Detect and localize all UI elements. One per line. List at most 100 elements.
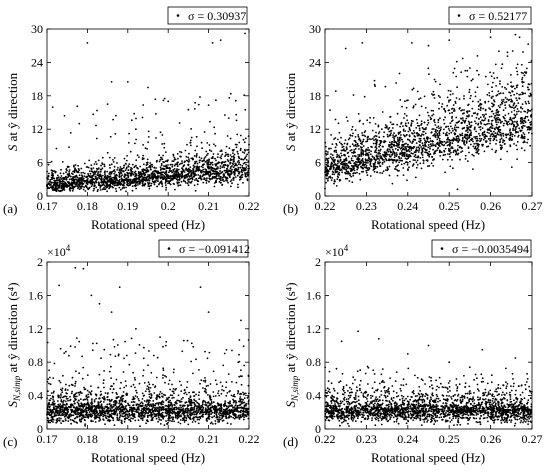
scatter-point-a bbox=[116, 162, 118, 164]
scatter-point-b bbox=[444, 109, 447, 112]
scatter-point-b bbox=[362, 153, 365, 156]
scatter-point-b bbox=[356, 168, 359, 171]
scatter-point-b bbox=[394, 154, 396, 157]
scatter-point-a bbox=[148, 187, 151, 190]
scatter-point-a bbox=[109, 164, 111, 166]
scatter-point-b bbox=[474, 112, 477, 114]
scatter-point-b bbox=[375, 138, 377, 140]
scatter-point-b bbox=[364, 161, 367, 164]
scatter-point-a bbox=[163, 172, 166, 175]
scatter-point-b bbox=[334, 118, 337, 121]
scatter-point-b bbox=[434, 150, 437, 153]
scatter-point-b bbox=[366, 169, 369, 172]
scatter-point-a bbox=[227, 173, 230, 176]
scatter-point-a bbox=[142, 173, 145, 176]
scatter-point-b bbox=[515, 128, 517, 130]
scatter-point-b bbox=[466, 133, 469, 136]
scatter-point-b bbox=[457, 136, 460, 138]
scatter-point-c bbox=[125, 384, 128, 387]
scatter-point-a bbox=[214, 163, 217, 166]
scatter-point-a bbox=[163, 142, 166, 145]
scatter-point-b bbox=[399, 153, 401, 156]
scatter-point-a bbox=[122, 187, 124, 189]
scatter-point-b bbox=[414, 154, 417, 156]
scatter-point-b bbox=[373, 79, 376, 82]
scatter-point-b bbox=[483, 136, 486, 138]
scatter-point-b bbox=[427, 146, 430, 149]
scatter-point-b bbox=[398, 138, 401, 141]
scatter-outlier-b-0 bbox=[344, 47, 347, 50]
scatter-point-b bbox=[451, 119, 454, 122]
scatter-point-b bbox=[490, 75, 493, 78]
scatter-point-a bbox=[154, 175, 157, 178]
scatter-point-b bbox=[325, 177, 328, 180]
scatter-point-b bbox=[376, 155, 378, 158]
scatter-point-a bbox=[176, 182, 179, 185]
scatter-point-b bbox=[526, 141, 529, 144]
scatter-point-a bbox=[76, 181, 79, 184]
scatter-point-a bbox=[237, 168, 240, 171]
scatter-point-a bbox=[135, 117, 137, 120]
scatter-point-b bbox=[361, 132, 363, 134]
scatter-point-b bbox=[437, 119, 440, 122]
scatter-point-b bbox=[470, 94, 472, 97]
scatter-point-b bbox=[375, 135, 378, 138]
scatter-outlier-b-11 bbox=[456, 188, 459, 191]
scatter-point-b bbox=[493, 99, 495, 102]
scatter-point-b bbox=[333, 138, 335, 141]
scatter-point-b bbox=[369, 162, 372, 165]
scatter-point-b bbox=[512, 104, 515, 107]
scatter-point-a bbox=[130, 170, 133, 172]
scatter-point-b bbox=[459, 107, 461, 109]
scatter-point-b bbox=[338, 161, 340, 163]
scatter-point-a bbox=[94, 173, 96, 176]
scatter-point-a bbox=[140, 179, 143, 182]
scatter-point-a bbox=[89, 172, 92, 175]
scatter-point-b bbox=[422, 147, 425, 150]
scatter-point-a bbox=[244, 149, 247, 152]
scatter-point-a bbox=[160, 162, 163, 165]
scatter-point-a bbox=[198, 156, 201, 159]
scatter-point-b bbox=[473, 154, 475, 157]
scatter-point-a bbox=[164, 184, 167, 187]
scatter-point-a bbox=[61, 161, 64, 163]
scatter-point-a bbox=[155, 137, 157, 139]
scatter-point-c bbox=[184, 391, 187, 394]
scatter-point-b bbox=[511, 133, 514, 136]
scatter-point-b bbox=[471, 153, 474, 156]
scatter-point-c bbox=[141, 405, 144, 407]
scatter-point-b bbox=[405, 133, 408, 136]
scatter-point-b bbox=[521, 91, 523, 94]
scatter-point-c bbox=[232, 395, 235, 398]
scatter-point-b bbox=[522, 137, 524, 140]
scatter-point-b bbox=[461, 134, 464, 137]
scatter-point-a bbox=[77, 186, 80, 189]
scatter-point-a bbox=[245, 172, 248, 174]
scatter-point-b bbox=[400, 163, 403, 166]
scatter-point-b bbox=[484, 117, 487, 120]
scatter-point-b bbox=[373, 168, 376, 171]
scatter-point-a bbox=[123, 186, 126, 189]
scatter-point-c bbox=[147, 386, 150, 389]
scatter-point-a bbox=[114, 133, 117, 135]
scatter-point-b bbox=[519, 120, 522, 123]
scatter-point-a bbox=[168, 182, 171, 185]
scatter-point-b bbox=[452, 93, 454, 95]
scatter-point-b bbox=[340, 154, 343, 157]
legend-box-b bbox=[448, 6, 532, 25]
scatter-point-b bbox=[514, 114, 517, 117]
scatter-point-a bbox=[72, 186, 75, 188]
scatter-point-b bbox=[360, 155, 363, 157]
scatter-point-b bbox=[381, 163, 384, 165]
scatter-point-b bbox=[471, 100, 474, 103]
scatter-point-b bbox=[523, 117, 526, 120]
scatter-point-a bbox=[234, 99, 237, 102]
scatter-point-b bbox=[431, 93, 433, 95]
scatter-point-b bbox=[489, 142, 491, 145]
scatter-point-a bbox=[131, 172, 134, 175]
scatter-point-a bbox=[229, 159, 232, 162]
scatter-point-a bbox=[60, 187, 63, 190]
scatter-point-c bbox=[71, 390, 73, 393]
scatter-point-a bbox=[236, 161, 239, 163]
scatter-point-a bbox=[68, 178, 71, 181]
